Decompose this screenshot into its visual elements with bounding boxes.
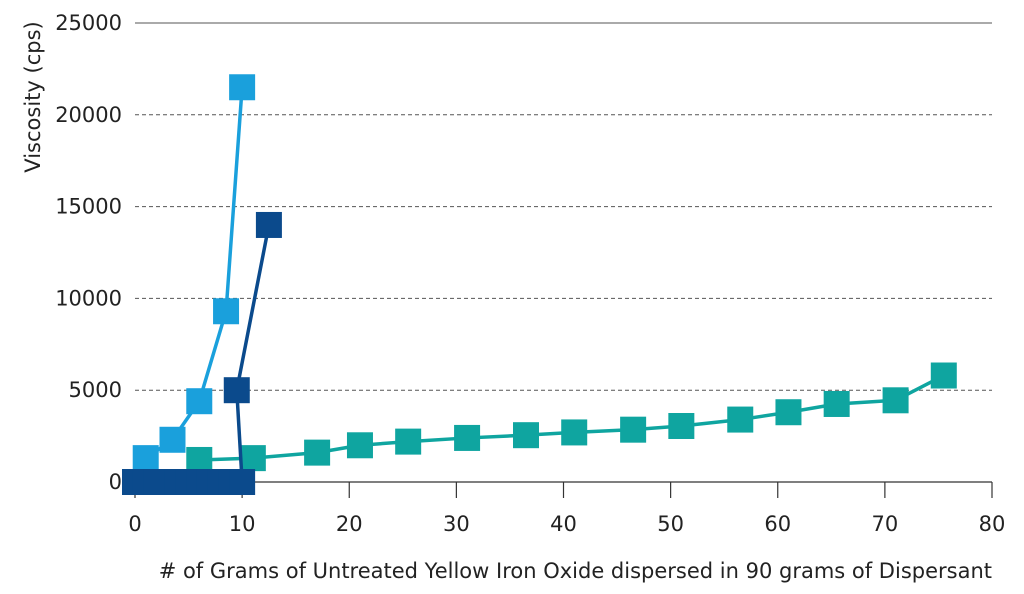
data-point bbox=[668, 413, 695, 440]
series-layer bbox=[122, 74, 957, 495]
x-tick-label: 60 bbox=[764, 512, 791, 536]
data-point bbox=[229, 74, 256, 101]
x-tick-label: 70 bbox=[872, 512, 899, 536]
data-point bbox=[239, 445, 266, 472]
x-tick-label: 40 bbox=[550, 512, 577, 536]
data-point bbox=[132, 445, 159, 472]
series-3 bbox=[122, 211, 282, 495]
data-point bbox=[159, 426, 186, 453]
series-2 bbox=[132, 74, 256, 472]
data-point bbox=[395, 428, 422, 455]
data-point bbox=[513, 422, 540, 449]
y-tick-label: 10000 bbox=[55, 286, 122, 310]
data-point bbox=[186, 388, 213, 415]
y-tick-label: 15000 bbox=[55, 195, 122, 219]
x-tick-label: 30 bbox=[443, 512, 470, 536]
data-point bbox=[223, 377, 250, 404]
tick-labels: 0 5000 10000 15000 20000 25000 0 10 20 30 40 50 60 70… bbox=[55, 11, 1005, 536]
data-point bbox=[823, 390, 850, 417]
data-point bbox=[213, 298, 240, 325]
y-tick-label: 25000 bbox=[55, 11, 122, 35]
axes bbox=[134, 481, 993, 498]
gridlines bbox=[135, 22, 992, 391]
data-point bbox=[930, 362, 957, 389]
x-tick-label: 0 bbox=[128, 512, 141, 536]
data-point bbox=[454, 424, 481, 451]
series-line bbox=[135, 224, 271, 484]
data-point bbox=[186, 446, 213, 473]
y-tick-label: 0 bbox=[109, 470, 122, 494]
data-point bbox=[346, 432, 373, 459]
data-point bbox=[561, 419, 588, 446]
data-point bbox=[727, 406, 754, 433]
x-axis-title: # of Grams of Untreated Yellow Iron Oxid… bbox=[159, 559, 992, 583]
y-tick-label: 5000 bbox=[69, 378, 122, 402]
data-point bbox=[304, 439, 331, 466]
x-tick-label: 10 bbox=[229, 512, 256, 536]
series-1 bbox=[186, 362, 957, 473]
y-axis-title: Viscosity (cps) bbox=[21, 21, 45, 172]
x-tick-label: 50 bbox=[657, 512, 684, 536]
data-point bbox=[775, 399, 802, 426]
y-tick-label: 20000 bbox=[55, 103, 122, 127]
data-point bbox=[620, 416, 647, 443]
x-tick-label: 20 bbox=[336, 512, 363, 536]
data-point bbox=[882, 387, 909, 414]
x-tick-label: 80 bbox=[979, 512, 1006, 536]
data-point bbox=[255, 211, 282, 238]
data-point bbox=[229, 469, 256, 495]
